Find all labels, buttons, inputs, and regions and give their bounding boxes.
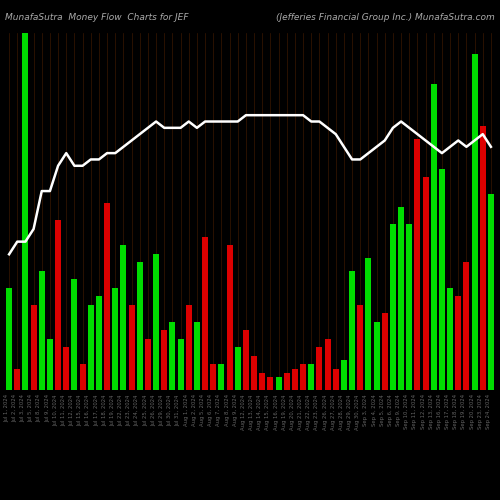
Bar	[349, 271, 355, 390]
Bar	[316, 348, 322, 390]
Bar	[120, 246, 126, 390]
Bar	[80, 364, 86, 390]
Bar	[178, 339, 184, 390]
Bar	[104, 202, 110, 390]
Bar	[259, 373, 266, 390]
Bar	[447, 288, 453, 390]
Text: MunafaSutra  Money Flow  Charts for JEF: MunafaSutra Money Flow Charts for JEF	[5, 12, 188, 22]
Bar	[472, 54, 478, 390]
Bar	[112, 288, 118, 390]
Bar	[382, 314, 388, 390]
Bar	[63, 348, 70, 390]
Text: (Jefferies Financial Group Inc.) MunafaSutra.com: (Jefferies Financial Group Inc.) MunafaS…	[276, 12, 495, 22]
Bar	[145, 339, 151, 390]
Bar	[226, 246, 232, 390]
Bar	[357, 305, 364, 390]
Bar	[128, 305, 134, 390]
Bar	[194, 322, 200, 390]
Bar	[96, 296, 102, 390]
Bar	[341, 360, 347, 390]
Bar	[6, 288, 12, 390]
Bar	[422, 177, 428, 390]
Bar	[430, 84, 437, 390]
Bar	[284, 373, 290, 390]
Bar	[374, 322, 380, 390]
Bar	[186, 305, 192, 390]
Bar	[30, 305, 36, 390]
Bar	[414, 139, 420, 390]
Bar	[488, 194, 494, 390]
Bar	[202, 237, 208, 390]
Bar	[136, 262, 143, 390]
Bar	[390, 224, 396, 390]
Bar	[324, 339, 330, 390]
Bar	[170, 322, 175, 390]
Bar	[210, 364, 216, 390]
Bar	[268, 377, 274, 390]
Bar	[406, 224, 412, 390]
Bar	[38, 271, 45, 390]
Bar	[161, 330, 168, 390]
Bar	[292, 368, 298, 390]
Bar	[22, 32, 28, 390]
Bar	[455, 296, 462, 390]
Bar	[300, 364, 306, 390]
Bar	[332, 368, 339, 390]
Bar	[308, 364, 314, 390]
Bar	[251, 356, 257, 390]
Bar	[366, 258, 372, 390]
Bar	[47, 339, 53, 390]
Bar	[153, 254, 159, 390]
Bar	[14, 368, 20, 390]
Bar	[439, 168, 445, 390]
Bar	[398, 207, 404, 390]
Bar	[276, 377, 281, 390]
Bar	[480, 126, 486, 390]
Bar	[234, 348, 241, 390]
Bar	[464, 262, 469, 390]
Bar	[55, 220, 61, 390]
Bar	[243, 330, 249, 390]
Bar	[72, 280, 78, 390]
Bar	[218, 364, 224, 390]
Bar	[88, 305, 94, 390]
